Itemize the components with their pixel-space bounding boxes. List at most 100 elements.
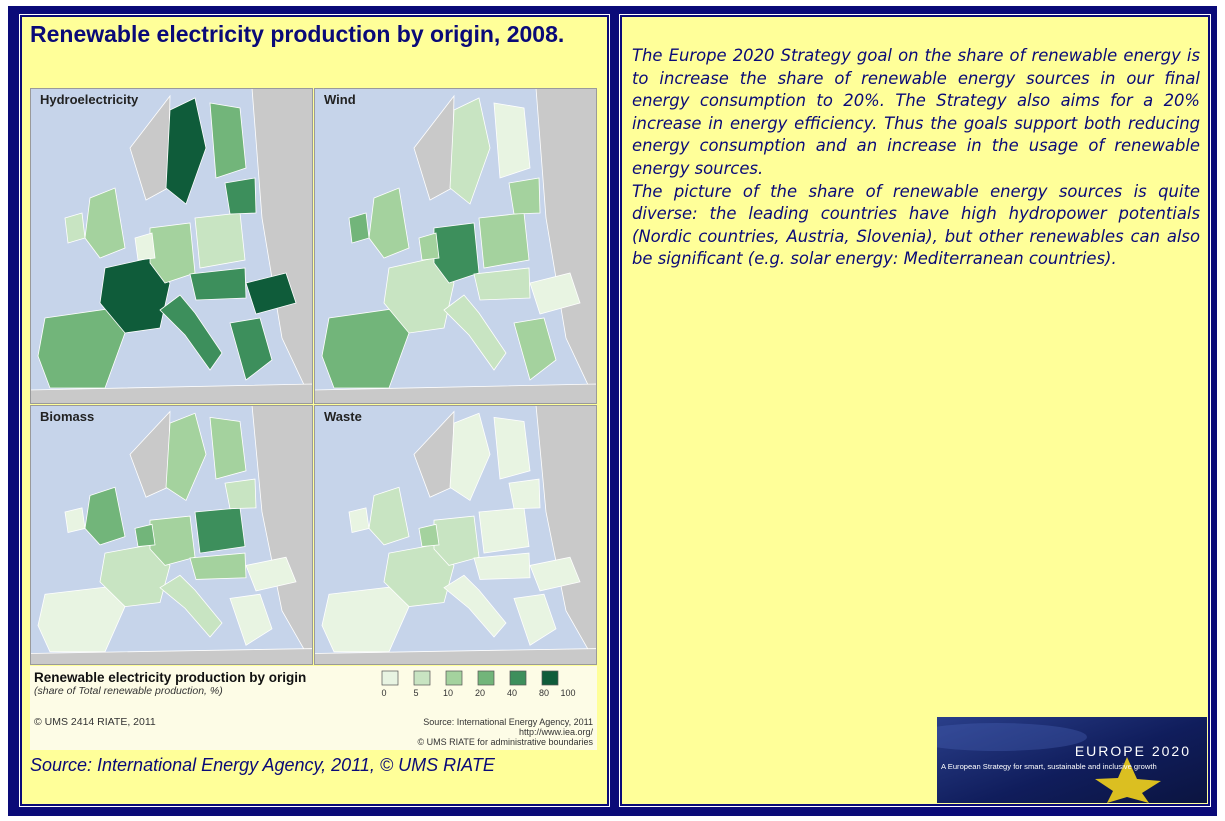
land [30, 383, 313, 404]
map-panel: Biomass [30, 405, 313, 665]
country [229, 593, 273, 646]
panel-label: Hydroelectricity [40, 92, 139, 107]
country [368, 486, 410, 546]
country [64, 212, 86, 244]
country [478, 212, 530, 269]
right-panel: The Europe 2020 Strategy goal on the sha… [619, 14, 1211, 807]
panel-border [30, 405, 313, 665]
logo-title: EUROPE 2020 [1074, 743, 1191, 759]
country [134, 523, 156, 547]
country [159, 574, 223, 638]
legend-subtitle: (share of Total renewable production, %) [34, 685, 223, 697]
country [348, 507, 370, 534]
legend: Renewable electricity production by orig… [30, 666, 597, 750]
country [443, 294, 507, 371]
legend-label: 5 [413, 688, 418, 698]
land [30, 648, 313, 665]
body-text: The Europe 2020 Strategy goal on the sha… [632, 45, 1200, 271]
country [165, 412, 207, 502]
country [245, 556, 297, 592]
country [194, 212, 246, 269]
legend-swatch [477, 670, 495, 686]
land [535, 405, 597, 665]
caption: Source: International Energy Agency, 201… [30, 755, 495, 775]
legend-swatch [509, 670, 527, 686]
source-line: http://www.iea.org/ [519, 727, 594, 737]
country [64, 507, 86, 534]
country [529, 272, 581, 315]
country [224, 478, 257, 510]
country [493, 416, 531, 480]
country [84, 187, 126, 259]
legend-label: 80 [539, 688, 549, 698]
legend-swatch [413, 670, 431, 686]
legend-bg [30, 666, 597, 750]
frame: Renewable electricity production by orig… [8, 6, 1217, 816]
country [443, 574, 507, 638]
country [245, 272, 297, 315]
legend-label: 10 [443, 688, 453, 698]
land [251, 405, 313, 665]
country [189, 552, 247, 580]
country [189, 267, 247, 301]
country [84, 486, 126, 546]
country [159, 294, 223, 371]
country [348, 212, 370, 244]
legend-label: 100 [560, 688, 575, 698]
country [493, 102, 531, 179]
land [314, 648, 597, 665]
map-panel: Wind [314, 88, 597, 404]
left-panel: Renewable electricity production by orig… [19, 14, 610, 807]
paragraph: The picture of the share of renewable en… [632, 181, 1200, 269]
legend-title: Renewable electricity production by orig… [34, 670, 306, 685]
country [209, 416, 247, 480]
country [224, 177, 257, 215]
legend-swatch [541, 670, 559, 686]
legend-label: 40 [507, 688, 517, 698]
country [529, 556, 581, 592]
map-panel: Hydroelectricity [30, 88, 313, 404]
country [508, 478, 541, 510]
country [513, 593, 557, 646]
panel-label: Waste [324, 409, 362, 424]
logo-subtitle: A European Strategy for smart, sustainab… [941, 762, 1157, 771]
panel-border [314, 88, 597, 404]
legend-swatch [445, 670, 463, 686]
title: Renewable electricity production by orig… [30, 21, 565, 47]
legend-label: 20 [475, 688, 485, 698]
country [209, 102, 247, 179]
country [473, 552, 531, 580]
country [418, 232, 440, 261]
panel-label: Wind [324, 92, 356, 107]
country [368, 187, 410, 259]
country [513, 317, 557, 381]
panel-border [30, 88, 313, 404]
legend-label: 0 [381, 688, 386, 698]
country [229, 317, 273, 381]
legend-swatch [381, 670, 399, 686]
country [449, 97, 491, 205]
land [535, 88, 597, 404]
panel-border [314, 405, 597, 665]
country [418, 523, 440, 547]
panel-label: Biomass [40, 409, 94, 424]
country [508, 177, 541, 215]
country [134, 232, 156, 261]
source-line: Source: International Energy Agency, 201… [423, 717, 593, 727]
source-line: © UMS RIATE for administrative boundarie… [417, 737, 593, 747]
star [1095, 757, 1161, 803]
logo-art [937, 723, 1161, 803]
map-panel: Waste [314, 405, 597, 665]
country [478, 507, 530, 554]
credit: © UMS 2414 RIATE, 2011 [34, 716, 156, 728]
land [314, 383, 597, 404]
country [165, 97, 207, 205]
map: Hydroelectricity Wind Biomass Waste Renewabl… [30, 88, 597, 750]
country [449, 412, 491, 502]
glow [937, 723, 1087, 751]
land [251, 88, 313, 404]
logo: EUROPE 2020 A European Strategy for smar… [937, 717, 1207, 803]
paragraph: The Europe 2020 Strategy goal on the sha… [632, 46, 1200, 178]
country [194, 507, 246, 554]
